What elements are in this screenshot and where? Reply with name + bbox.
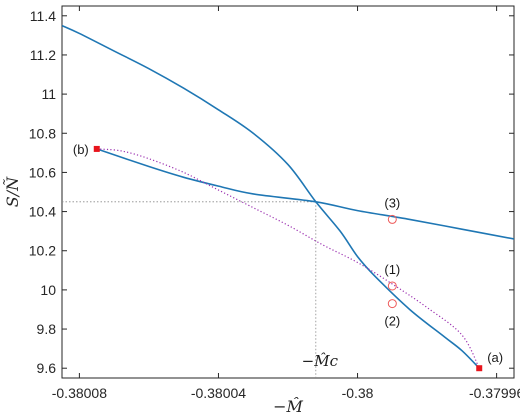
y-tick-label: 11.2 — [30, 47, 56, 63]
plot-layer — [61, 5, 515, 379]
series-line-1 — [62, 24, 480, 369]
y-tick-label: 10.2 — [29, 243, 56, 259]
y-tick-label: 10 — [40, 282, 56, 298]
series-line-2 — [96, 148, 514, 240]
y-tick-label: 9.8 — [37, 321, 57, 337]
plot-frame — [61, 5, 515, 379]
x-tick-label: -0.38 — [342, 385, 374, 401]
y-tick-label: 11.4 — [30, 8, 56, 24]
endpoint-label-b: (b) — [73, 142, 89, 157]
x-axis-title: −M̂ — [273, 397, 303, 416]
x-tick-label: -0.38008 — [52, 385, 107, 401]
x-tick-label: -0.37996 — [469, 385, 520, 401]
y-tick-label: 10.8 — [29, 125, 56, 141]
marker-label-2: (2) — [384, 314, 400, 329]
plot-content — [62, 24, 514, 378]
x-tick-label: -0.38004 — [191, 385, 246, 401]
endpoint-b — [93, 145, 100, 152]
y-tick-label: 10.6 — [29, 164, 56, 180]
critical-point-label: −M̂c — [302, 352, 339, 370]
marker-3 — [387, 214, 397, 224]
y-tick-label: 10.4 — [29, 204, 56, 220]
endpoint-a — [476, 365, 483, 372]
marker-label-1: (1) — [384, 262, 400, 277]
endpoint-label-a: (a) — [487, 350, 503, 365]
marker-2 — [387, 299, 397, 309]
series-line-3 — [96, 148, 480, 369]
y-axis-title: S/Ñ — [2, 176, 22, 207]
marker-label-3: (3) — [384, 195, 400, 210]
y-tick-label: 9.6 — [37, 360, 57, 376]
marker-1 — [387, 281, 397, 291]
y-tick-label: 11 — [41, 86, 56, 102]
label-layer: -0.38008 -0.38004 -0.38 -0.37996 9.6 9.8 10 10.… — [2, 8, 520, 416]
